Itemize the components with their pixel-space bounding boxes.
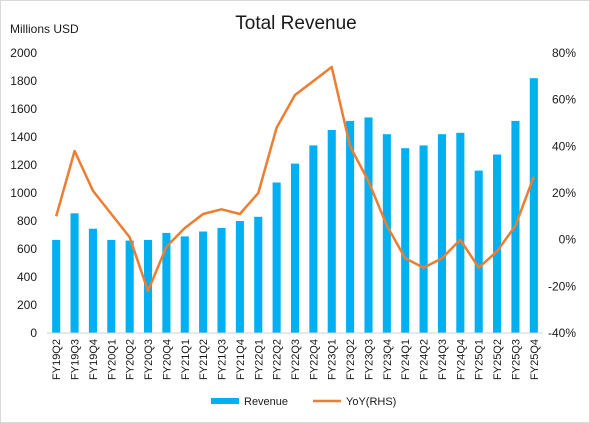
x-axis-tick-label: FY23Q2 bbox=[345, 339, 357, 380]
revenue-bar bbox=[235, 221, 244, 333]
revenue-bar bbox=[217, 228, 226, 333]
x-axis-tick-label: FY23Q3 bbox=[363, 339, 375, 380]
left-axis-tick-label: 800 bbox=[17, 214, 37, 228]
revenue-bar bbox=[254, 216, 263, 333]
x-axis-tick-label: FY19Q4 bbox=[88, 339, 100, 380]
x-axis-tick-label: FY25Q1 bbox=[474, 339, 486, 380]
left-axis-tick-label: 1000 bbox=[10, 186, 37, 200]
x-axis-tick-label: FY25Q2 bbox=[492, 339, 504, 380]
revenue-bar bbox=[327, 130, 336, 333]
left-axis-tick-label: 1200 bbox=[10, 158, 37, 172]
right-axis-tick-label: 40% bbox=[552, 139, 576, 153]
right-axis-ticks: -40% -20% 0% 20% 40% 60% 80% bbox=[548, 46, 576, 340]
revenue-bar bbox=[162, 232, 171, 333]
x-axis-tick-label: FY21Q3 bbox=[217, 339, 229, 380]
revenue-bar bbox=[180, 236, 189, 333]
revenue-bar bbox=[364, 117, 373, 334]
x-axis-tick-label: FY24Q3 bbox=[437, 339, 449, 380]
left-axis-tick-label: 1400 bbox=[10, 130, 37, 144]
x-axis-tick-label: FY22Q1 bbox=[253, 339, 265, 380]
x-axis-tick-label: FY21Q2 bbox=[198, 339, 210, 380]
revenue-bar bbox=[474, 170, 483, 333]
legend: Revenue YoY(RHS) bbox=[211, 396, 396, 408]
left-axis-tick-label: 600 bbox=[17, 242, 37, 256]
revenue-bar bbox=[309, 145, 318, 333]
revenue-bar bbox=[346, 120, 355, 334]
left-axis-tick-label: 2000 bbox=[10, 46, 37, 60]
x-axis-tick-label: FY20Q1 bbox=[106, 339, 118, 380]
left-axis-tick-label: 200 bbox=[17, 298, 37, 312]
legend-label-yoy: YoY(RHS) bbox=[346, 396, 396, 408]
legend-swatch-revenue bbox=[211, 398, 239, 404]
x-axis-tick-label: FY19Q3 bbox=[70, 339, 82, 380]
revenue-bar bbox=[70, 213, 79, 333]
x-axis-tick-label: FY23Q1 bbox=[327, 339, 339, 380]
yoy-line bbox=[54, 65, 535, 293]
left-axis-ticks: 0 200 400 600 800 1000 1200 1400 1600 1800 2000 bbox=[10, 46, 37, 340]
x-axis-tick-label: FY20Q2 bbox=[125, 339, 137, 380]
x-axis-tick-label: FY25Q3 bbox=[510, 339, 522, 380]
x-axis-tick-label: FY23Q4 bbox=[382, 339, 394, 380]
x-axis-tick-label: FY20Q3 bbox=[143, 339, 155, 380]
revenue-bars bbox=[52, 78, 538, 334]
x-axis-tick-label: FY20Q4 bbox=[161, 339, 173, 380]
right-axis-tick-label: 0% bbox=[559, 233, 577, 247]
y-axis-unit-label: Millions USD bbox=[10, 22, 79, 36]
left-axis-tick-label: 1800 bbox=[10, 74, 37, 88]
x-axis-tick-label: FY22Q3 bbox=[290, 339, 302, 380]
x-axis-ticks: FY19Q2 FY19Q3 FY19Q4 FY20Q1 FY20Q2 FY20Q3 FY20… bbox=[51, 339, 541, 380]
x-axis-tick-label: FY21Q4 bbox=[235, 339, 247, 380]
chart-title: Total Revenue bbox=[235, 13, 356, 34]
revenue-bar bbox=[493, 154, 502, 333]
x-axis-tick-label: FY24Q2 bbox=[419, 339, 431, 380]
x-axis-tick-label: FY22Q2 bbox=[272, 339, 284, 380]
x-axis-tick-label: FY25Q4 bbox=[529, 339, 541, 380]
left-axis-tick-label: 0 bbox=[30, 326, 37, 340]
left-axis-tick-label: 1600 bbox=[10, 102, 37, 116]
revenue-bar bbox=[437, 134, 447, 333]
revenue-bar bbox=[382, 134, 391, 333]
right-axis-tick-label: 60% bbox=[552, 93, 576, 107]
revenue-bar bbox=[529, 78, 538, 333]
revenue-bar bbox=[401, 148, 410, 333]
revenue-bar bbox=[272, 182, 281, 333]
x-axis-tick-label: FY24Q4 bbox=[455, 339, 467, 380]
right-axis-tick-label: -20% bbox=[548, 279, 576, 293]
revenue-bar bbox=[290, 163, 300, 333]
revenue-bar bbox=[107, 239, 116, 333]
revenue-bar bbox=[125, 240, 134, 333]
right-axis-tick-label: -40% bbox=[548, 326, 576, 340]
revenue-bar bbox=[52, 239, 61, 333]
revenue-bar bbox=[456, 132, 465, 333]
right-axis-tick-label: 80% bbox=[552, 46, 576, 60]
left-axis-tick-label: 400 bbox=[17, 270, 37, 284]
revenue-bar bbox=[199, 231, 208, 333]
x-axis-tick-label: FY24Q1 bbox=[400, 339, 412, 380]
x-axis-tick-label: FY22Q4 bbox=[308, 339, 320, 380]
x-axis-tick-label: FY19Q2 bbox=[51, 339, 63, 380]
right-axis-tick-label: 20% bbox=[552, 186, 576, 200]
x-axis-tick-label: FY21Q1 bbox=[180, 339, 192, 380]
revenue-bar bbox=[88, 228, 97, 333]
revenue-bar bbox=[419, 145, 428, 333]
revenue-bar bbox=[143, 239, 153, 333]
legend-label-revenue: Revenue bbox=[244, 396, 288, 408]
